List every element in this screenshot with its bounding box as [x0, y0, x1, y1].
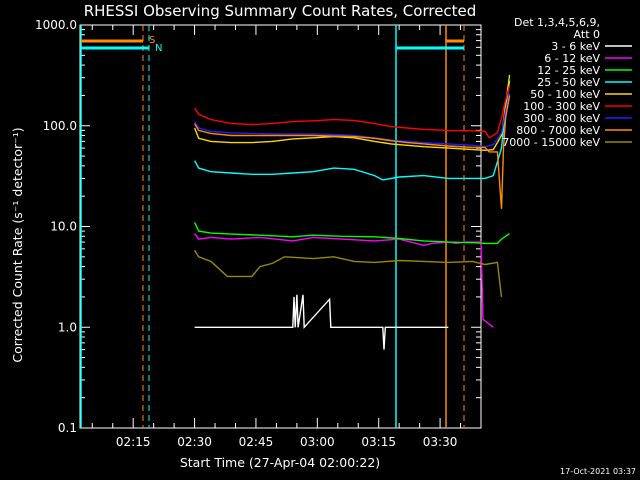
series-line-8 — [194, 249, 503, 297]
orbit-markers: SN — [80, 25, 465, 428]
legend-entry-label: 25 - 50 keV — [537, 76, 600, 89]
legend-entry-label: 3 - 6 keV — [551, 40, 600, 53]
series-line-5 — [194, 85, 511, 139]
y-tick-label: 100.0 — [43, 119, 77, 133]
legend-entry-label: 100 - 300 keV — [523, 100, 600, 113]
series-line-4 — [193, 74, 511, 152]
y-tick-label: 10.0 — [50, 220, 77, 234]
series-lines — [193, 74, 511, 350]
legend-entry-label: 6 - 12 keV — [544, 52, 600, 65]
legend-entry-label: 300 - 800 keV — [523, 112, 600, 125]
legend-entry-label: 50 - 100 keV — [530, 88, 600, 101]
y-tick-label: 1000.0 — [35, 18, 77, 32]
x-tick-label: 02:45 — [239, 435, 274, 449]
x-tick-label: 03:30 — [423, 435, 458, 449]
y-axis-ticks: 0.1 1.0 10.0 100.0 1000.0 — [35, 18, 481, 435]
legend-entry-label: 800 - 7000 keV — [516, 124, 600, 137]
y-tick-label: 1.0 — [58, 320, 77, 334]
legend-header: Att 0 — [574, 28, 600, 41]
night-marker-label: N — [155, 43, 162, 54]
series-line-2 — [193, 222, 510, 245]
x-axis-label: Start Time (27-Apr-04 02:00:22) — [180, 455, 380, 470]
x-tick-label: 02:30 — [177, 435, 212, 449]
y-axis-label: Corrected Count Rate (s⁻¹ detector⁻¹) — [10, 127, 25, 362]
x-tick-label: 02:15 — [116, 435, 151, 449]
saa-marker-label: S — [149, 35, 155, 46]
legend-entry-label: 7000 - 15000 keV — [502, 136, 600, 149]
plot-frame — [79, 24, 482, 429]
x-axis-ticks: 02:15 02:30 02:45 03:00 03:15 03:30 — [91, 25, 462, 449]
legend-header: Det 1,3,4,5,6,9, — [514, 16, 600, 29]
footer-timestamp: 17-Oct-2021 03:37 — [560, 467, 636, 476]
series-line-1 — [194, 233, 494, 328]
chart-title: RHESSI Observing Summary Count Rates, Co… — [84, 2, 477, 20]
x-tick-label: 03:00 — [300, 435, 335, 449]
legend-entry-label: 12 - 25 keV — [537, 64, 600, 77]
series-line-0 — [194, 294, 449, 350]
x-tick-label: 03:15 — [361, 435, 396, 449]
series-line-7 — [194, 95, 511, 209]
y-tick-label: 0.1 — [58, 421, 77, 435]
series-line-3 — [193, 80, 511, 181]
